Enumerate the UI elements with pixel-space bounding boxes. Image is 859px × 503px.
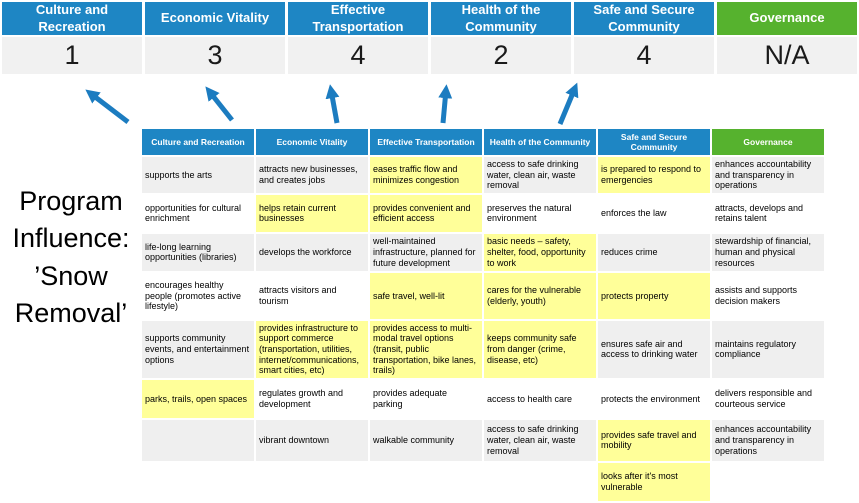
table-row: vibrant downtown walkable community access… (142, 419, 824, 461)
matrix-cell-highlighted: helps retain current businesses (256, 194, 368, 232)
matrix-cell: ensures safe air and access to drinking … (598, 320, 710, 378)
matrix-cell-highlighted: provides access to multi-modal travel op… (370, 320, 482, 378)
matrix-cell-highlighted: is prepared to respond to emergencies (598, 157, 710, 193)
matrix-cell: walkable community (370, 419, 482, 461)
matrix-cell-highlighted: cares for the vulnerable (elderly, youth… (484, 272, 596, 319)
matrix-cell: develops the workforce (256, 233, 368, 271)
scoreboard-header: Health of the Community (431, 2, 571, 35)
matrix-column-header: Effective Transportation (370, 129, 482, 155)
scoreboard-column: Economic Vitality 3 (145, 2, 285, 74)
values-matrix-table: Culture and Recreation Economic Vitality E… (140, 127, 826, 503)
matrix-cell: preserves the natural environment (484, 194, 596, 232)
table-row: supports the arts attracts new businesses… (142, 157, 824, 193)
scoreboard-score: 1 (2, 37, 142, 74)
scoreboard-header: Economic Vitality (145, 2, 285, 35)
arrow-up-icon (85, 89, 130, 124)
arrow-up-icon (205, 86, 234, 122)
matrix-cell: enhances accountability and transparency… (712, 419, 824, 461)
matrix-cell: supports the arts (142, 157, 254, 193)
matrix-cell: attracts visitors and tourism (256, 272, 368, 319)
scoreboard-column: Culture and Recreation 1 (2, 2, 142, 74)
matrix-column-header: Governance (712, 129, 824, 155)
matrix-cell-highlighted: provides convenient and efficient access (370, 194, 482, 232)
matrix-column-header: Culture and Recreation (142, 129, 254, 155)
matrix-cell: well-maintained infrastructure, planned … (370, 233, 482, 271)
scoreboard-header: Culture and Recreation (2, 2, 142, 35)
matrix-cell (256, 462, 368, 501)
matrix-cell (712, 462, 824, 501)
table-row: looks after it's most vulnerable (142, 462, 824, 501)
matrix-cell: access to health care (484, 379, 596, 418)
table-row: life-long learning opportunities (librar… (142, 233, 824, 271)
scoreboard-score: 2 (431, 37, 571, 74)
scoreboard-score: N/A (717, 37, 857, 74)
program-influence-label: Program Influence: ’Snow Removal’ (12, 186, 130, 328)
matrix-cell: stewardship of financial, human and phys… (712, 233, 824, 271)
matrix-column-header: Safe and Secure Community (598, 129, 710, 155)
matrix-cell: protects the environment (598, 379, 710, 418)
scoreboard-column: Governance N/A (717, 2, 857, 74)
matrix-cell: enforces the law (598, 194, 710, 232)
matrix-cell: regulates growth and development (256, 379, 368, 418)
table-row: supports community events, and entertain… (142, 320, 824, 378)
arrow-up-icon (557, 82, 579, 125)
matrix-cell (484, 462, 596, 501)
matrix-cell: vibrant downtown (256, 419, 368, 461)
matrix-cell: reduces crime (598, 233, 710, 271)
matrix-body: supports the arts attracts new businesses… (142, 157, 824, 501)
matrix-column-header: Health of the Community (484, 129, 596, 155)
matrix-header-row: Culture and Recreation Economic Vitality E… (142, 129, 824, 155)
scoreboard-header: Effective Transportation (288, 2, 428, 35)
matrix-cell: attracts new businesses, and creates job… (256, 157, 368, 193)
matrix-cell: opportunities for cultural enrichment (142, 194, 254, 232)
matrix-cell: provides adequate parking (370, 379, 482, 418)
scoreboard-column: Effective Transportation 4 (288, 2, 428, 74)
arrow-up-icon (325, 84, 340, 124)
table-row: opportunities for cultural enrichment hel… (142, 194, 824, 232)
matrix-cell-highlighted: looks after it's most vulnerable (598, 462, 710, 501)
matrix-cell-highlighted: basic needs – safety, shelter, food, opp… (484, 233, 596, 271)
matrix-cell (142, 419, 254, 461)
matrix-cell: attracts, develops and retains talent (712, 194, 824, 232)
scoreboard-header: Governance (717, 2, 857, 35)
matrix-cell-highlighted: provides safe travel and mobility (598, 419, 710, 461)
value-scoreboard: Culture and Recreation 1 Economic Vitality… (2, 2, 857, 74)
matrix-cell-highlighted: eases traffic flow and minimizes congest… (370, 157, 482, 193)
arrow-up-icon (438, 84, 453, 124)
matrix-cell: encourages healthy people (promotes acti… (142, 272, 254, 319)
matrix-cell: assists and supports decision makers (712, 272, 824, 319)
table-row: encourages healthy people (promotes acti… (142, 272, 824, 319)
score-arrows (85, 82, 579, 125)
matrix-cell (142, 462, 254, 501)
matrix-cell: access to safe drinking water, clean air… (484, 157, 596, 193)
matrix-cell: supports community events, and entertain… (142, 320, 254, 378)
matrix-cell-highlighted: parks, trails, open spaces (142, 379, 254, 418)
matrix-cell (370, 462, 482, 501)
scoreboard-score: 4 (288, 37, 428, 74)
matrix-column-header: Economic Vitality (256, 129, 368, 155)
scoreboard-header: Safe and Secure Community (574, 2, 714, 35)
matrix-cell: delivers responsible and courteous servi… (712, 379, 824, 418)
matrix-cell: enhances accountability and transparency… (712, 157, 824, 193)
matrix-cell-highlighted: keeps community safe from danger (crime,… (484, 320, 596, 378)
table-row: parks, trails, open spaces regulates grow… (142, 379, 824, 418)
scoreboard-score: 4 (574, 37, 714, 74)
scoreboard-column: Safe and Secure Community 4 (574, 2, 714, 74)
scoreboard-column: Health of the Community 2 (431, 2, 571, 74)
matrix-cell: maintains regulatory compliance (712, 320, 824, 378)
scoreboard-score: 3 (145, 37, 285, 74)
matrix-cell-highlighted: protects property (598, 272, 710, 319)
matrix-cell-highlighted: provides infrastructure to support comme… (256, 320, 368, 378)
matrix-cell: access to safe drinking water, clean air… (484, 419, 596, 461)
matrix-cell-highlighted: safe travel, well-lit (370, 272, 482, 319)
matrix-cell: life-long learning opportunities (librar… (142, 233, 254, 271)
